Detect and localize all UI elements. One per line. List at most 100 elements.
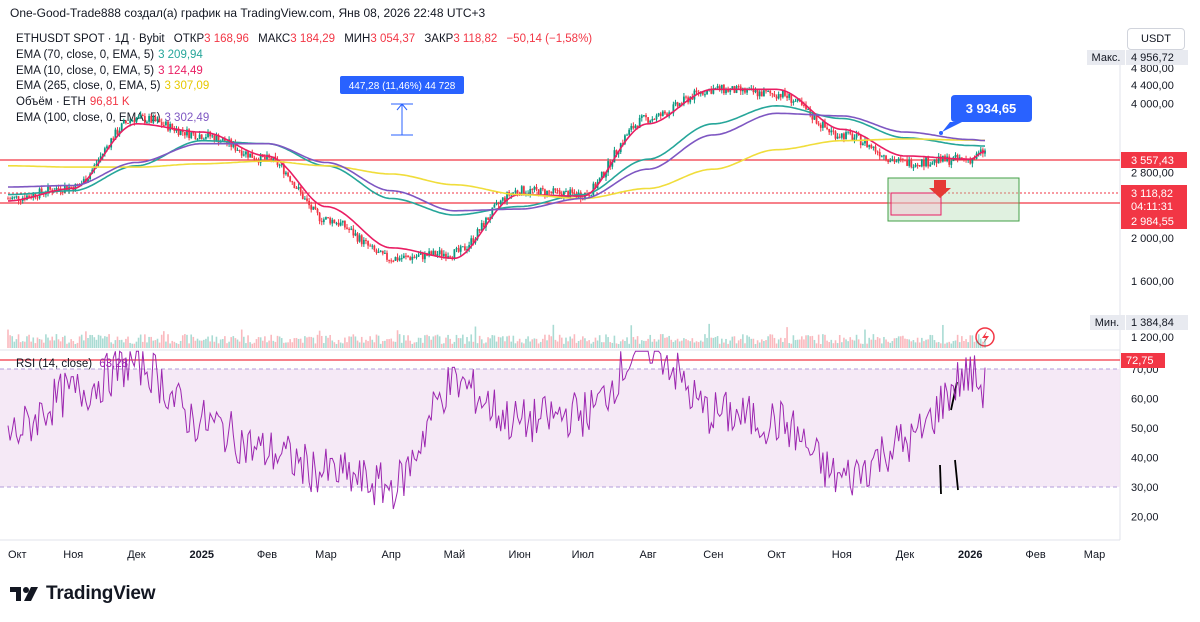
volume-bar — [30, 341, 32, 348]
candle — [771, 92, 774, 98]
candle — [531, 188, 534, 194]
ema265-line[interactable] — [8, 138, 985, 200]
candle — [790, 93, 793, 107]
volume-bar — [443, 343, 445, 348]
price-tick-label: 2 800,00 — [1131, 168, 1174, 180]
volume-bar — [868, 337, 870, 348]
candle — [910, 157, 913, 169]
volume-bar — [152, 340, 155, 348]
volume-bar — [693, 342, 696, 348]
volume-bar — [499, 337, 502, 348]
indicator-row-volume[interactable]: Объём · ETH 96,81 K — [16, 95, 592, 111]
volume-bar — [137, 337, 140, 348]
indicator-row-ema265[interactable]: EMA (265, close, 0, EMA, 5) 3 307,09 — [16, 79, 592, 95]
candle — [847, 131, 850, 135]
volume-bar — [78, 336, 81, 348]
volume-bar — [363, 342, 365, 348]
down-arrow-icon[interactable] — [929, 180, 951, 198]
rsi-annotation-line[interactable] — [939, 464, 942, 495]
candle — [289, 175, 292, 183]
ema100-line[interactable] — [8, 112, 986, 212]
volume-bar — [339, 342, 342, 348]
chart-header: One-Good-Trade888 создал(а) график на Tr… — [10, 6, 486, 20]
currency-button[interactable]: USDT — [1127, 28, 1185, 50]
indicator-row-ema10[interactable]: EMA (10, close, 0, EMA, 5) 3 124,49 — [16, 64, 592, 80]
candle — [941, 155, 944, 163]
volume-bar — [657, 339, 660, 348]
volume-bar — [617, 343, 620, 348]
indicator-value: 3 307,09 — [164, 80, 210, 93]
consolidation-box[interactable] — [887, 177, 1020, 222]
time-scale[interactable]: Окт Ноя Дек 2025 Фев Мар Апр Май Июн Июл Авг Сен Окт… — [8, 549, 1105, 561]
indicator-row-ema70[interactable]: EMA (70, close, 0, EMA, 5) 3 209,94 — [16, 48, 592, 64]
volume-bar — [181, 335, 184, 348]
volume-bar — [15, 339, 18, 348]
rsi-legend[interactable]: RSI (14, close) 63,28 — [16, 358, 128, 370]
candle — [200, 134, 203, 140]
low-value: 3 054,37 — [370, 33, 416, 45]
volume-bar — [624, 340, 626, 348]
candle — [209, 130, 212, 140]
volume-bar — [333, 342, 336, 348]
volume-bar — [447, 334, 449, 348]
volume-bar — [895, 338, 898, 348]
tradingview-logo[interactable]: TradingView — [10, 583, 156, 605]
close-value: 3 118,82 — [453, 33, 498, 45]
rsi-annotation-line[interactable] — [954, 459, 959, 491]
volume-bar — [95, 339, 98, 348]
candle — [236, 147, 239, 151]
symbol-label[interactable]: ETHUSDT SPOT · 1Д · Bybit — [16, 33, 165, 45]
volume-bar — [569, 336, 571, 348]
volume-bar — [114, 340, 117, 348]
volume-bar — [485, 342, 487, 348]
volume-bar — [99, 335, 102, 348]
sell-zone-box[interactable] — [890, 192, 942, 216]
ema10-line[interactable] — [8, 88, 986, 260]
volume-bar — [131, 343, 134, 348]
volume-bar — [179, 340, 182, 348]
volume-bar — [954, 340, 957, 348]
volume-bar — [961, 336, 963, 348]
close-label: ЗАКР — [424, 33, 454, 45]
volume-bar — [205, 338, 207, 348]
volume-bar — [449, 338, 451, 348]
volume-bar — [779, 337, 782, 348]
rsi-tick-label: 20,00 — [1131, 512, 1159, 524]
volume-bar — [577, 340, 580, 348]
rsi-line[interactable] — [7, 350, 986, 510]
volume-bar — [615, 343, 618, 348]
volume-bar — [358, 342, 361, 348]
volume-bar — [836, 343, 839, 348]
volume-bar — [950, 343, 953, 348]
volume-bar — [508, 335, 510, 348]
volume-bar — [697, 342, 700, 348]
price-chart[interactable]: 447,28 (11,46%) 44 728 3 934,65 1 200,00… — [0, 0, 1200, 580]
volume-bar — [413, 342, 416, 348]
candle — [927, 155, 930, 169]
candle — [495, 199, 498, 206]
volume-bar — [668, 335, 670, 348]
volume-bar — [769, 334, 772, 348]
volume-bar — [280, 338, 283, 348]
volume-bar — [537, 343, 540, 348]
candle — [238, 149, 241, 153]
volume-bar — [373, 342, 376, 348]
candle — [565, 188, 567, 193]
price-tick-label: 4 800,00 — [1131, 63, 1174, 75]
volume-bar — [158, 342, 161, 348]
candle — [457, 244, 460, 253]
volume-bar — [417, 337, 420, 348]
volume-bar — [278, 336, 281, 348]
candle — [445, 251, 447, 262]
volume-bar — [308, 336, 310, 348]
volume-bar — [758, 342, 761, 348]
volume-bar — [146, 342, 148, 348]
candle — [415, 254, 418, 260]
volume-bar — [870, 339, 873, 348]
volume-bar — [897, 336, 900, 348]
candle — [933, 159, 936, 166]
price-callout[interactable] — [942, 95, 1032, 132]
support-value: 2 984,55 — [1131, 216, 1174, 228]
candle — [504, 196, 506, 205]
